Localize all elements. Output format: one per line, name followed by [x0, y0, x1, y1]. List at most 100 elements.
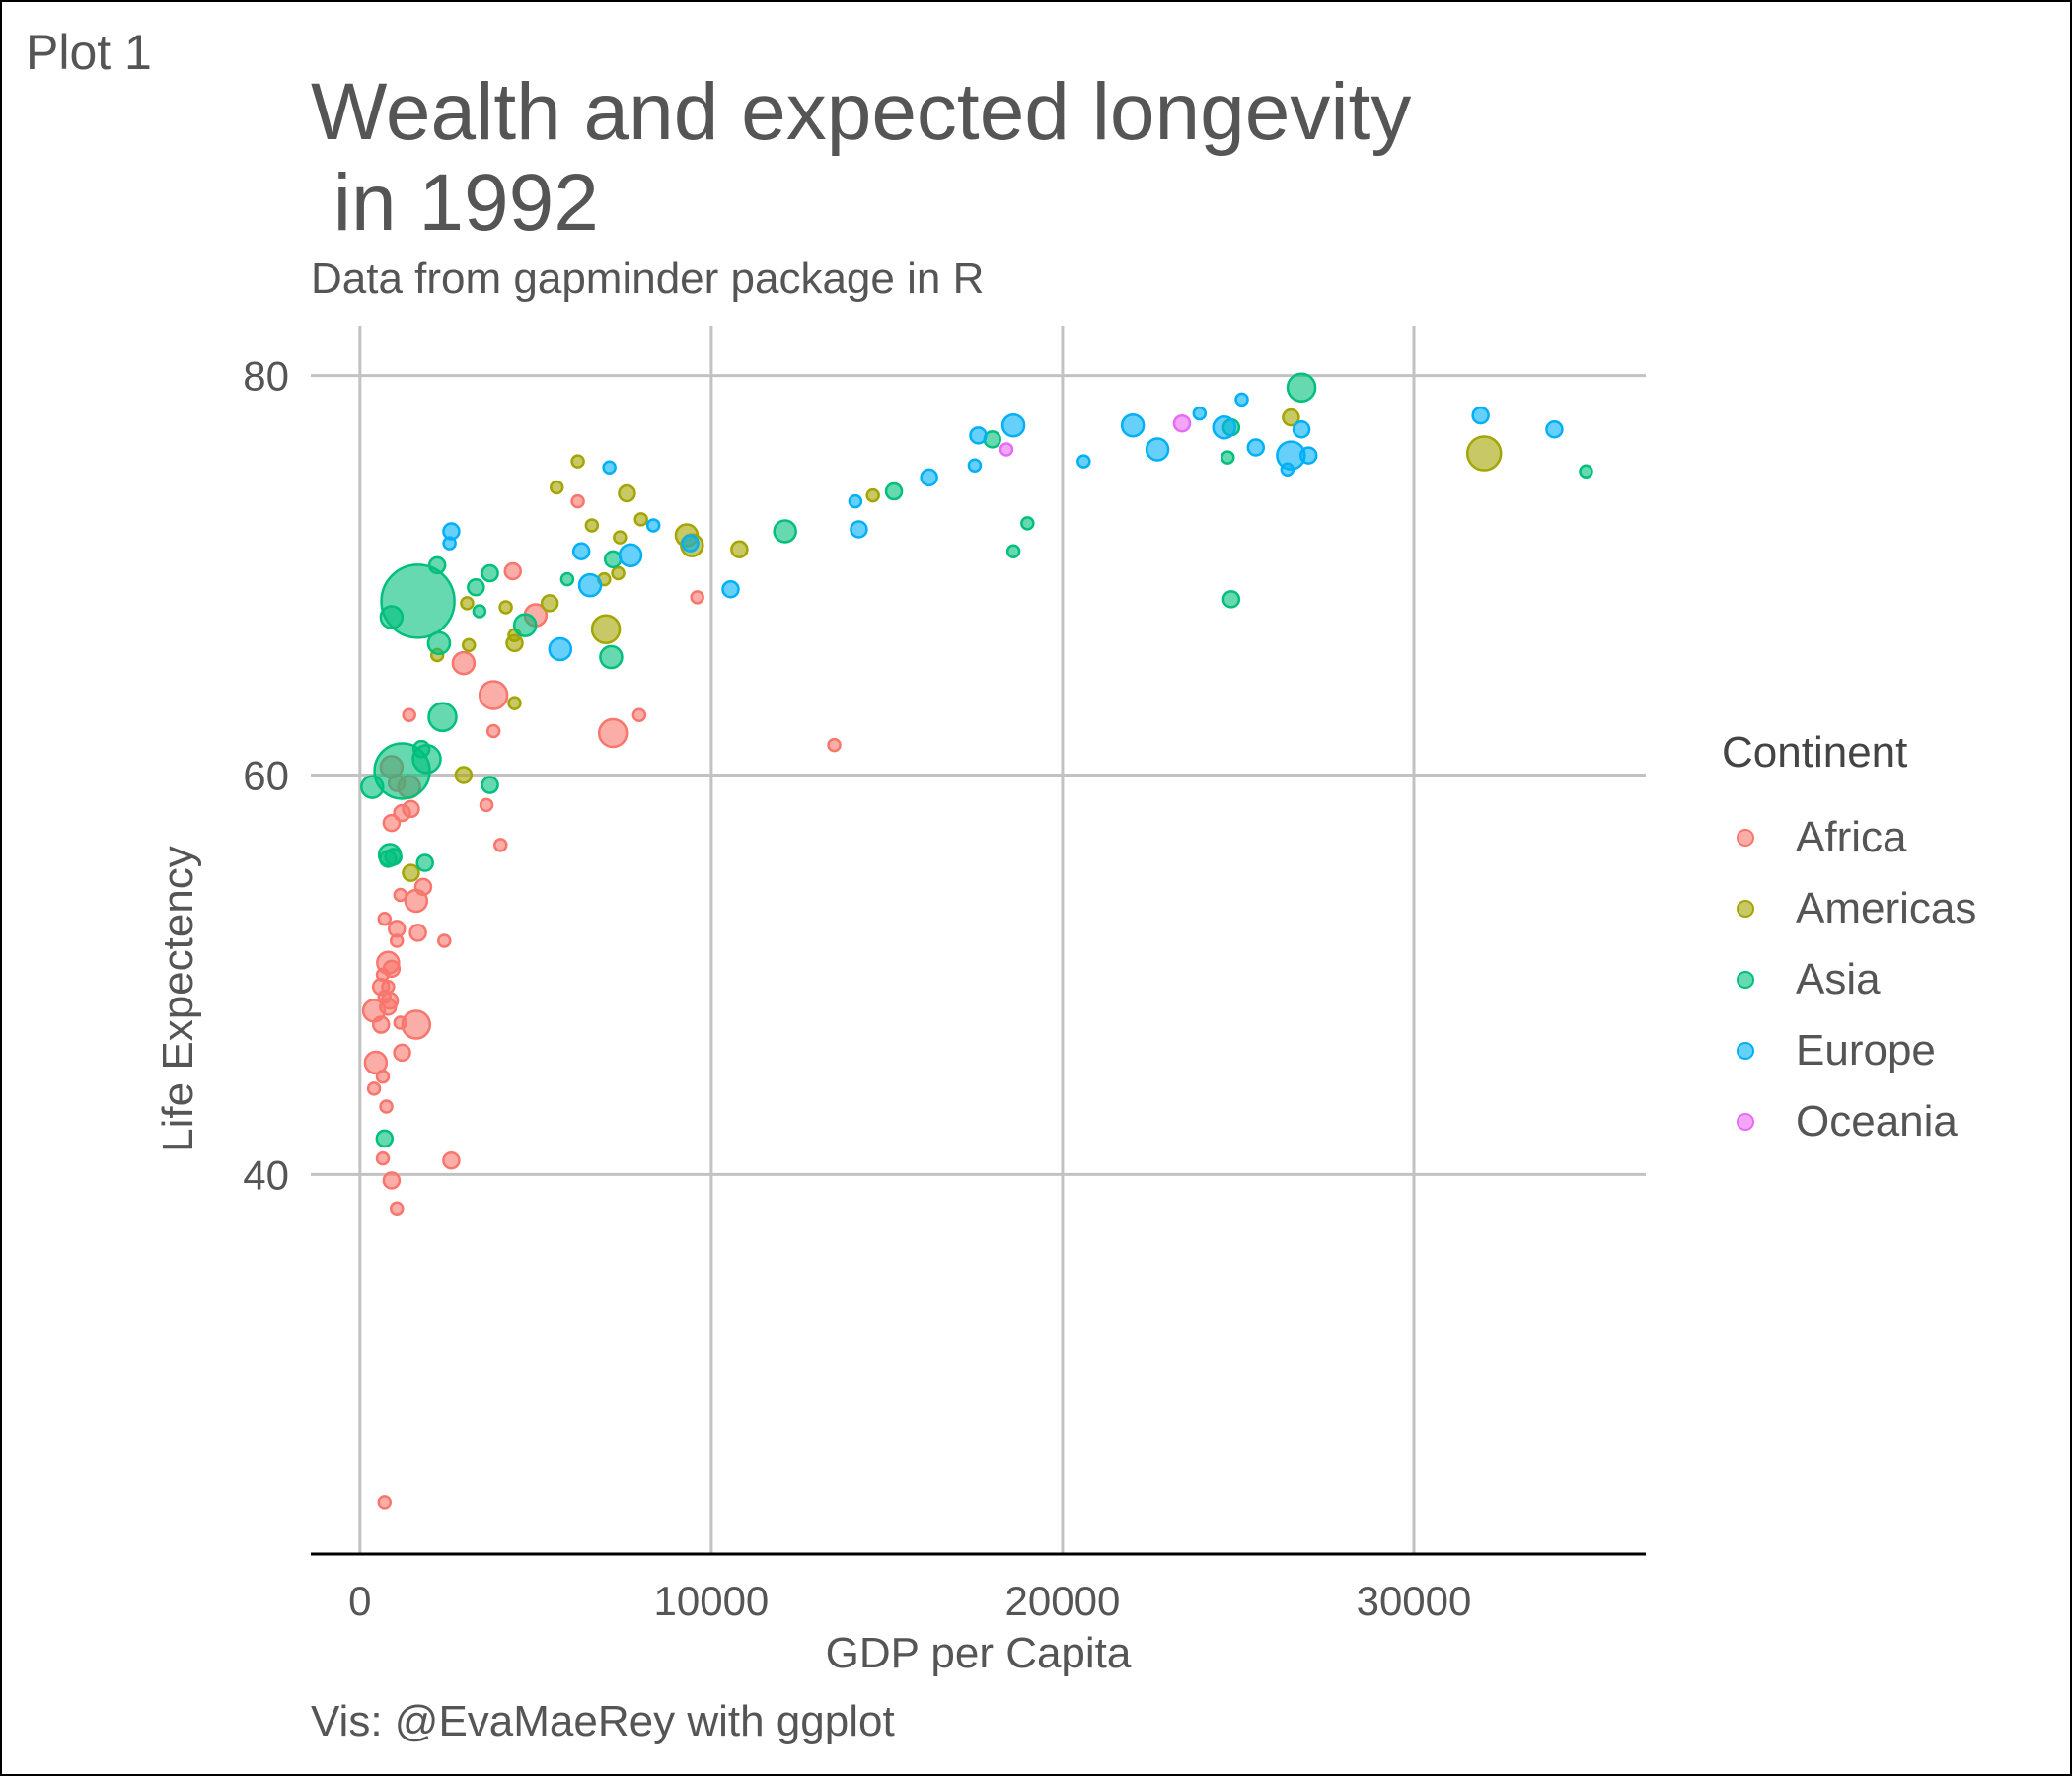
point-americas: [498, 600, 513, 615]
point-africa: [371, 1015, 391, 1034]
x-tick-label: 0: [348, 1578, 371, 1624]
point-africa: [379, 1099, 394, 1114]
point-africa: [827, 737, 842, 753]
point-asia: [467, 577, 485, 597]
point-americas: [633, 512, 648, 527]
gridlines: [311, 326, 1646, 1554]
point-africa: [442, 1150, 461, 1170]
point-africa: [375, 1069, 391, 1084]
point-europe: [721, 579, 740, 599]
point-africa: [503, 561, 522, 581]
legend-title: Continent: [1722, 728, 1908, 777]
legend-key: [1737, 900, 1754, 918]
point-americas: [865, 487, 880, 503]
legend-label: Americas: [1796, 884, 1977, 932]
point-europe: [1192, 406, 1208, 421]
point-asia: [379, 605, 405, 629]
data-points: [360, 372, 1593, 1510]
point-americas: [618, 483, 636, 503]
legend-item-oceania: Oceania: [1737, 1087, 1958, 1156]
point-africa: [377, 911, 393, 926]
point-americas: [461, 637, 477, 653]
point-asia: [426, 630, 452, 656]
legend-item-asia: Asia: [1737, 945, 1881, 1014]
point-asia: [375, 1129, 395, 1148]
point-americas: [611, 565, 626, 581]
point-americas: [460, 596, 475, 611]
point-asia: [1286, 372, 1317, 404]
point-asia: [1221, 450, 1235, 465]
point-europe: [442, 536, 457, 551]
point-europe: [1298, 446, 1318, 465]
point-asia: [773, 519, 797, 544]
point-africa: [631, 707, 647, 723]
point-asia: [1005, 544, 1021, 559]
point-africa: [393, 1043, 411, 1063]
point-europe: [1471, 406, 1490, 425]
point-europe: [602, 460, 617, 475]
point-americas: [540, 594, 559, 613]
point-africa: [366, 1081, 382, 1096]
point-africa: [377, 1495, 393, 1510]
point-europe: [1145, 437, 1170, 462]
point-africa: [485, 723, 501, 739]
point-asia: [427, 555, 447, 575]
x-tick-label: 20000: [1005, 1578, 1121, 1624]
legend-label: Asia: [1796, 955, 1881, 1003]
point-asia: [481, 776, 499, 794]
point-africa: [408, 924, 427, 942]
point-africa: [413, 877, 433, 897]
point-oceania: [1172, 413, 1192, 433]
point-americas: [730, 540, 749, 558]
point-asia: [512, 613, 538, 637]
point-americas: [505, 633, 524, 653]
point-asia: [360, 775, 385, 799]
point-asia: [1020, 516, 1035, 531]
point-africa: [382, 1171, 402, 1190]
point-europe: [645, 518, 661, 533]
point-americas: [507, 696, 522, 710]
point-africa: [382, 813, 402, 833]
point-europe: [850, 520, 868, 539]
point-europe: [548, 636, 573, 662]
point-africa: [479, 797, 494, 813]
point-asia: [1221, 590, 1241, 609]
y-tick-label: 80: [243, 353, 289, 400]
point-asia: [559, 571, 575, 587]
point-asia: [411, 739, 431, 759]
point-africa: [363, 1050, 389, 1075]
point-americas: [402, 863, 420, 882]
point-asia: [599, 644, 624, 670]
point-europe: [1545, 420, 1564, 439]
point-africa: [493, 838, 508, 852]
point-asia: [884, 481, 904, 501]
point-europe: [1292, 420, 1311, 439]
legend-key: [1737, 1042, 1754, 1060]
point-europe: [969, 426, 988, 445]
point-africa: [690, 590, 704, 605]
point-americas: [590, 614, 622, 644]
point-africa: [478, 680, 509, 710]
point-asia: [415, 853, 434, 872]
point-europe: [1212, 414, 1236, 440]
point-europe: [618, 543, 643, 568]
point-americas: [1465, 435, 1503, 472]
x-axis-label: GDP per Capita: [826, 1629, 1132, 1677]
point-asia: [384, 848, 403, 866]
plot-tag: Plot 1: [26, 25, 152, 80]
x-tick-label: 30000: [1357, 1578, 1472, 1624]
point-asia: [603, 550, 623, 569]
point-europe: [920, 468, 938, 487]
point-americas: [1282, 407, 1300, 427]
legend-label: Africa: [1796, 813, 1907, 861]
point-africa: [375, 1150, 391, 1166]
legend-key: [1737, 1113, 1754, 1131]
chart-title: Wealth and expected longevity in 1992: [311, 67, 1412, 248]
chart-caption: Vis: @EvaMaeRey with ggplot: [311, 1697, 895, 1745]
point-europe: [1000, 412, 1026, 438]
point-asia: [427, 702, 458, 733]
point-asia: [1579, 464, 1593, 480]
point-africa: [451, 650, 477, 676]
point-africa: [570, 493, 585, 509]
point-africa: [389, 933, 405, 948]
